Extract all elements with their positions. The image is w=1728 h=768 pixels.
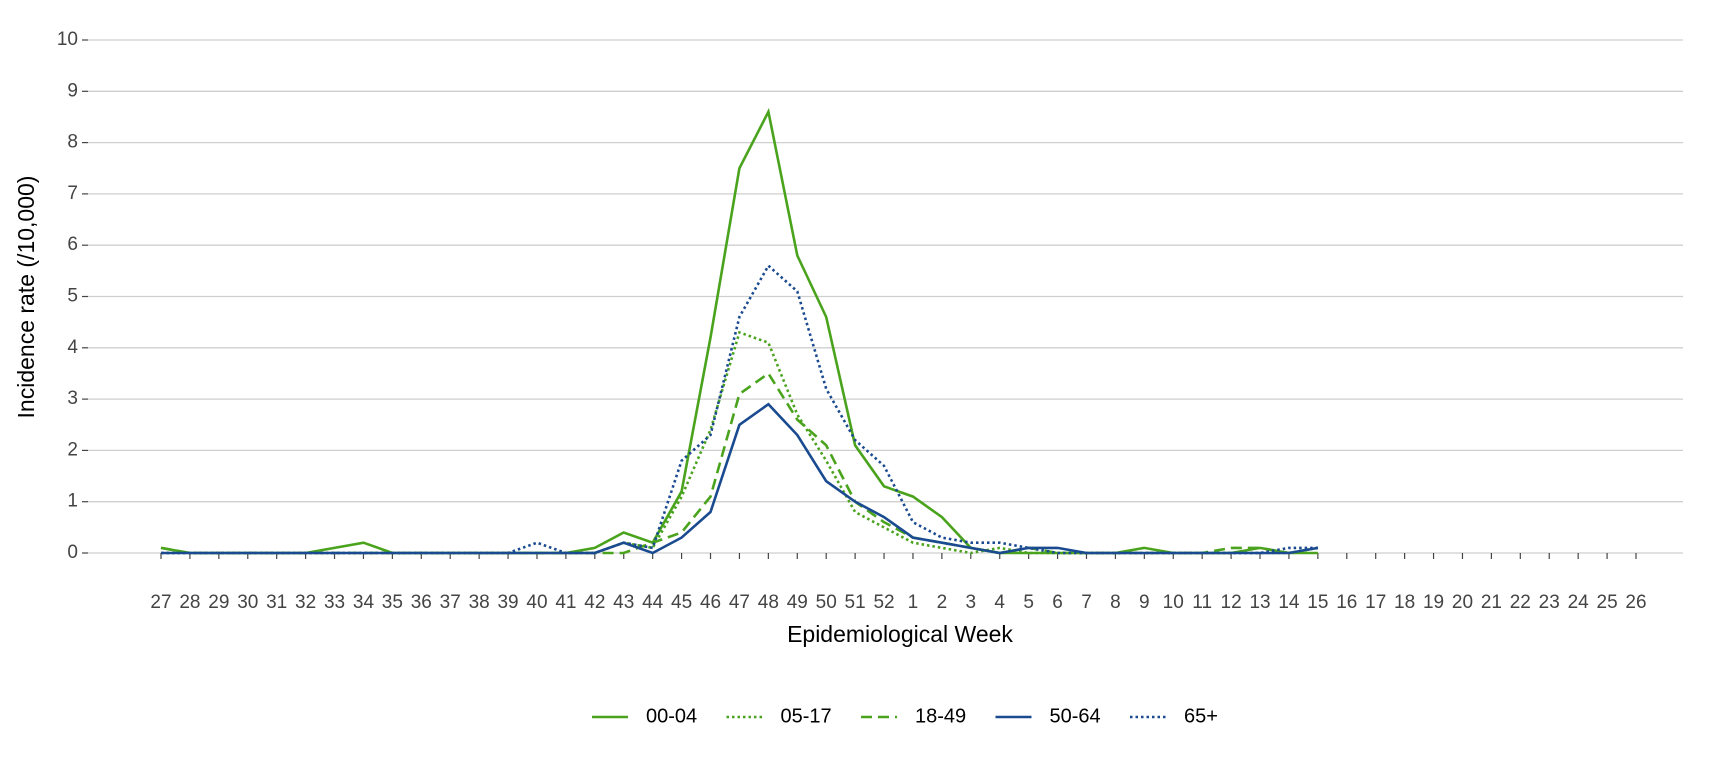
x-tick-label: 5 — [1023, 592, 1034, 613]
x-tick-label: 49 — [787, 592, 808, 613]
x-tick-label: 23 — [1539, 592, 1560, 613]
legend-label: 18-49 — [915, 705, 966, 727]
x-tick-label: 45 — [671, 592, 692, 613]
x-tick-label: 22 — [1510, 592, 1531, 613]
x-tick-label: 2 — [937, 592, 948, 613]
x-tick-label: 30 — [237, 592, 258, 613]
legend-label: 50-64 — [1050, 705, 1101, 727]
series-line — [161, 330, 1319, 555]
x-tick-label: 20 — [1452, 592, 1473, 613]
y-tick-label: 3 — [67, 388, 78, 409]
series-line — [161, 263, 1318, 555]
x-tick-label: 19 — [1423, 592, 1444, 613]
x-tick-label: 31 — [266, 592, 287, 613]
x-tick-label: 8 — [1110, 592, 1121, 613]
x-tick-label: 42 — [584, 592, 605, 613]
x-tick-label: 14 — [1278, 592, 1300, 613]
series-line — [161, 402, 1319, 555]
x-tick-label: 7 — [1081, 592, 1092, 613]
x-axis-title: Epidemiological Week — [787, 621, 1013, 647]
x-tick-label: 46 — [700, 592, 721, 613]
x-tick-label: 38 — [469, 592, 490, 613]
x-tick-label: 9 — [1139, 592, 1150, 613]
x-tick-label: 34 — [353, 592, 375, 613]
x-tick-label: 50 — [816, 592, 837, 613]
y-tick-label: 7 — [67, 183, 78, 204]
x-tick-label: 39 — [497, 592, 518, 613]
y-tick-label: 6 — [67, 234, 78, 255]
x-tick-label: 6 — [1052, 592, 1063, 613]
x-tick-label: 37 — [440, 592, 461, 613]
x-tick-label: 4 — [994, 592, 1005, 613]
x-tick-label: 21 — [1481, 592, 1502, 613]
x-tick-label: 25 — [1597, 592, 1618, 613]
x-tick-label: 24 — [1568, 592, 1590, 613]
series-line — [160, 107, 1318, 555]
series-line — [160, 371, 1319, 555]
x-tick-label: 17 — [1365, 592, 1386, 613]
x-tick-label: 12 — [1221, 592, 1242, 613]
y-tick-label: 4 — [67, 337, 78, 358]
y-tick-label: 9 — [67, 80, 78, 101]
x-tick-label: 43 — [613, 592, 634, 613]
x-tick-label: 18 — [1394, 592, 1415, 613]
x-tick-label: 47 — [729, 592, 750, 613]
x-tick-label: 51 — [845, 592, 866, 613]
legend-label: 05-17 — [781, 705, 832, 727]
x-tick-label: 52 — [873, 592, 894, 613]
x-tick-label: 16 — [1336, 592, 1357, 613]
x-tick-label: 13 — [1249, 592, 1270, 613]
x-tick-label: 35 — [382, 592, 403, 613]
x-tick-label: 44 — [642, 592, 664, 613]
y-tick-label: 2 — [67, 439, 78, 460]
x-tick-label: 26 — [1625, 592, 1646, 613]
x-tick-label: 1 — [908, 592, 919, 613]
y-tick-label: 10 — [57, 29, 78, 50]
x-tick-label: 33 — [324, 592, 345, 613]
x-tick-label: 10 — [1163, 592, 1184, 613]
y-tick-label: 5 — [67, 286, 78, 307]
x-tick-label: 40 — [526, 592, 547, 613]
y-axis-title: Incidence rate (/10,000) — [13, 176, 39, 419]
x-tick-label: 48 — [758, 592, 779, 613]
x-tick-label: 3 — [966, 592, 977, 613]
y-tick-label: 1 — [67, 491, 78, 512]
x-tick-label: 27 — [150, 592, 171, 613]
x-tick-label: 41 — [555, 592, 576, 613]
legend-label: 65+ — [1184, 705, 1218, 727]
y-tick-label: 8 — [67, 132, 78, 153]
x-tick-label: 11 — [1192, 592, 1212, 613]
legend-label: 00-04 — [646, 705, 697, 727]
x-tick-label: 28 — [179, 592, 200, 613]
x-tick-label: 36 — [411, 592, 432, 613]
x-tick-label: 29 — [208, 592, 229, 613]
x-tick-label: 32 — [295, 592, 316, 613]
y-tick-label: 0 — [67, 542, 78, 563]
x-tick-label: 15 — [1307, 592, 1328, 613]
